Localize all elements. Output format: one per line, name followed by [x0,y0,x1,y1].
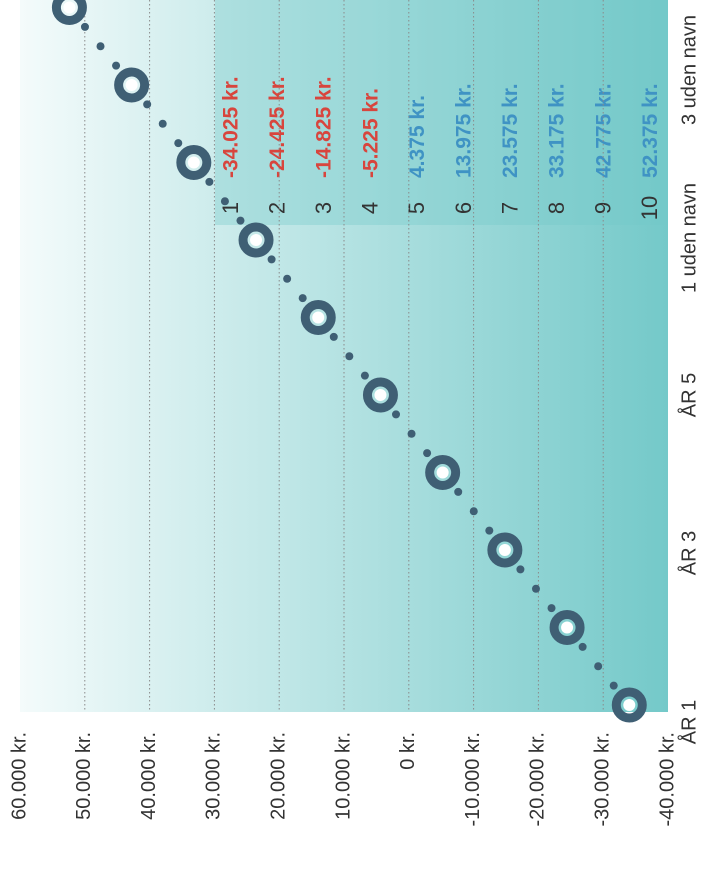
y-tick-label: -30.000 kr. [591,732,613,827]
path-dot [469,507,478,516]
table-row-value: 4.375 kr. [406,95,429,178]
path-dot [345,352,354,361]
table-row-value: 23.575 kr. [499,83,522,178]
path-dot [298,294,307,303]
table-row-value: -5.225 kr. [359,88,382,178]
path-dot [80,22,89,31]
y-tick-label: 40.000 kr. [138,732,160,820]
data-point [487,532,523,568]
path-dot [112,61,121,70]
table-row-value: 52.375 kr. [639,83,662,178]
path-dot [578,642,587,651]
table-row-number: 10 [637,196,662,220]
path-dot [96,42,105,51]
path-dot [220,197,229,206]
path-dot [205,177,214,186]
y-tick-label: 60.000 kr. [8,732,30,820]
data-point-center [498,544,511,556]
data-point [611,687,647,723]
data-points [51,0,647,723]
y-tick-label: 50.000 kr. [73,732,95,820]
table-row-value: -14.825 kr. [313,76,336,178]
y-tick-label: 0 kr. [397,732,419,770]
table-row-number: 7 [497,202,522,214]
table-row-value: -24.425 kr. [266,76,289,178]
data-point [114,67,150,103]
table-row-value: -34.025 kr. [220,76,243,178]
data-point-center [374,389,387,401]
path-dot [485,526,494,535]
table-row-value: 33.175 kr. [546,83,569,178]
path-dot [594,662,603,671]
path-dot [423,449,432,458]
x-tick-label: ÅR 1 [677,700,700,744]
x-tick-label: 3 uden navn [678,15,700,125]
y-tick-label: -10.000 kr. [462,732,484,827]
table-row-number: 5 [404,202,429,214]
data-point-center [561,621,574,634]
path-dot [454,487,463,496]
path-dot [531,584,540,593]
data-point-center [63,1,76,14]
data-point [300,300,336,335]
table-row-number: 8 [544,202,569,214]
gridlines [84,0,604,712]
y-axis-labels: 60.000 kr. 50.000 kr. 40.000 kr. 30.000 kr.… [8,732,678,827]
table-row-number: 6 [451,202,476,214]
y-tick-label: -20.000 kr. [527,732,549,827]
path-dot [516,565,525,574]
table-row-number: 2 [264,202,289,214]
path-dot [283,274,292,283]
table-row-number: 3 [311,202,336,214]
y-tick-label: 10.000 kr. [332,732,354,820]
value-table: 1 -34.025 kr. 2 -24.425 kr. 3 -14.825 kr. 4 -5.… [215,0,668,225]
y-tick-label: 30.000 kr. [203,732,225,820]
table-row-number: 4 [358,202,383,214]
data-point-center [125,79,138,91]
data-point [176,145,212,180]
path-dot [174,139,183,148]
path-dot [360,371,369,380]
table-background [215,0,668,225]
data-point [362,377,398,413]
path-dot [547,604,556,613]
data-point [549,610,585,645]
data-point-center [623,699,636,711]
path-dot [267,255,276,264]
data-point [51,0,87,25]
path-dot [407,429,416,438]
x-tick-label: ÅR 5 [677,373,700,417]
data-point [238,222,274,258]
data-point [425,455,461,490]
table-row-number: 1 [218,202,243,214]
table-row-value: 42.775 kr. [592,83,615,178]
path-dot [158,119,167,128]
data-point-center [436,466,449,479]
data-point-center [312,311,325,324]
data-point-center [187,156,200,169]
table-row-value: 13.975 kr. [453,83,476,178]
x-tick-label: 1 uden navn [678,183,700,293]
x-axis-labels: ÅR 1 ÅR 3 ÅR 5 1 uden navn 3 uden navn [677,15,700,744]
y-tick-label: -40.000 kr. [656,732,678,827]
path-dot [329,332,338,341]
path-dot [609,681,618,690]
y-tick-label: 20.000 kr. [267,732,289,820]
path-dot [143,100,152,109]
path-dot [392,410,401,419]
x-tick-label: ÅR 3 [677,531,700,575]
path-dot [236,216,245,225]
data-point-center [250,234,263,246]
